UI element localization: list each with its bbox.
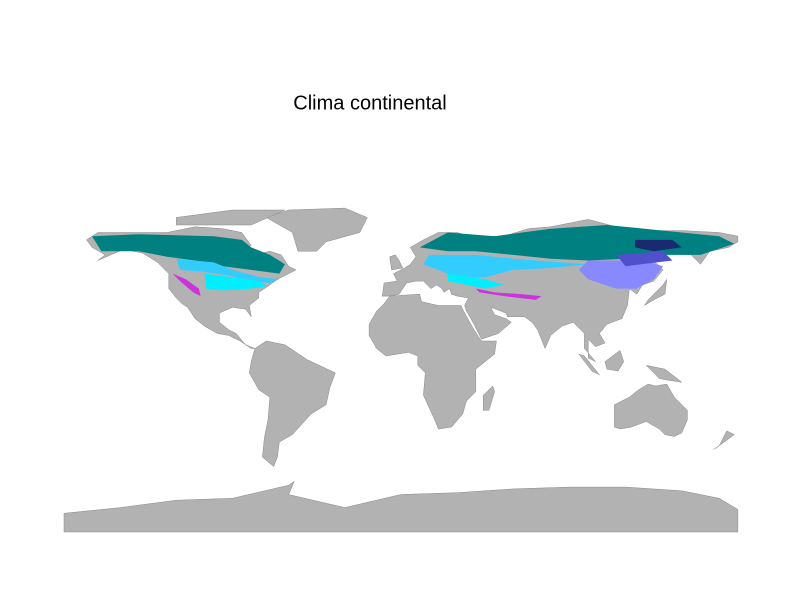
climate-zone (578, 260, 663, 289)
antarctica (63, 480, 739, 533)
sumatra (578, 353, 600, 375)
madagascar (483, 385, 495, 411)
new-zealand (713, 430, 735, 450)
australia (614, 383, 688, 437)
climate-zone (447, 273, 504, 289)
new-guinea (645, 364, 683, 383)
africa (368, 293, 497, 430)
climate-zone (616, 251, 673, 267)
borneo (604, 349, 624, 372)
climate-zone (92, 234, 285, 274)
climate-zone (176, 258, 280, 283)
greenland (265, 207, 368, 252)
britain (389, 254, 404, 271)
map-title: Clima continental (293, 92, 446, 114)
south-america (249, 340, 336, 467)
arctic-islands (176, 209, 286, 226)
japan (644, 279, 668, 306)
climate-zone (419, 225, 735, 261)
climate-zone (172, 273, 201, 297)
climate-zone (423, 254, 589, 278)
climate-layer (92, 225, 735, 300)
climate-zone (475, 288, 542, 300)
climate-zone (204, 273, 267, 291)
climate-zone (635, 239, 682, 252)
